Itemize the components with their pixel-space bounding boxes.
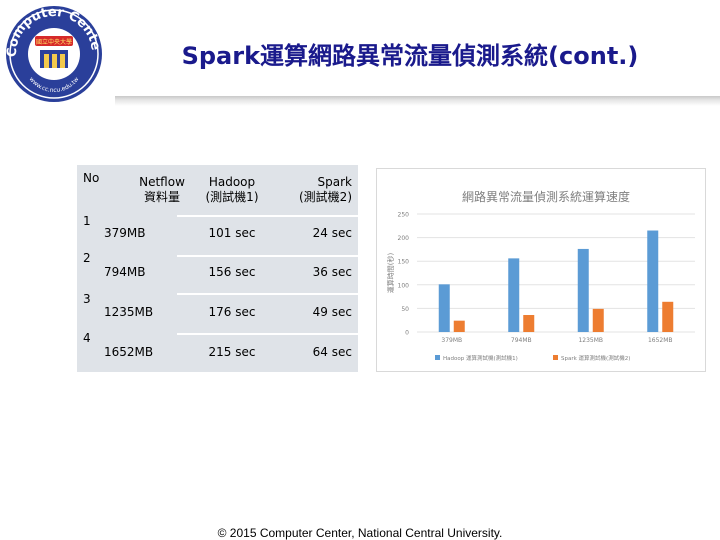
chart-bar-hadoop [647,230,659,332]
chart-bar-spark [662,301,674,332]
chart-bar-hadoop [577,248,589,332]
chart-bar-hadoop [438,284,450,332]
header-hadoop-line2: (測試機1) [205,190,259,204]
header-netflow-line1: Netflow [139,175,185,189]
chart-y-axis-label: 運算時間(秒) [386,253,395,294]
chart-y-tick-label: 150 [398,259,410,266]
row-size: 794MB [104,265,146,279]
chart-bar-hadoop [508,258,520,332]
chart-y-tick-label: 100 [398,282,410,289]
row-spark-time: 49 sec [312,305,352,319]
chart-legend-swatch [435,355,440,360]
header-spark: Spark (測試機2) [282,175,352,205]
chart-y-tick-label: 250 [398,212,410,219]
chart-x-tick-label: 794MB [511,337,532,344]
row-spark-time: 24 sec [312,226,352,240]
title-divider [115,96,720,106]
chart-y-tick-label: 0 [405,330,409,337]
chart-title: 網路異常流量偵測系統運算速度 [462,189,630,204]
row-separator [177,255,358,257]
row-spark-time: 36 sec [312,265,352,279]
chart-legend-label: Hadoop 運算測試機(測試機1) [443,354,518,362]
chart-bar-spark [523,315,535,332]
chart-x-tick-label: 1652MB [648,337,673,344]
row-separator [177,333,358,335]
row-number: 2 [83,251,91,265]
header-netflow-line2: 資料量 [143,190,180,204]
row-hadoop-time: 156 sec [208,265,256,279]
slide-title: Spark運算網路異常流量偵測系統(cont.) [181,42,639,70]
computer-center-logo: Computer Center www.cc.ncu.edu.tw 國立中央大學 [0,0,106,102]
row-size: 1652MB [104,345,154,359]
header-hadoop-line1: Hadoop [208,175,256,189]
chart-y-tick-label: 50 [401,306,409,313]
row-hadoop-time: 215 sec [208,345,256,359]
chart-bar-spark [453,320,465,332]
row-size: 379MB [104,226,146,240]
row-number: 1 [83,214,91,228]
row-hadoop-time: 176 sec [208,305,256,319]
header-spark-line2: (測試機2) [299,190,352,204]
header-netflow: Netflow 資料量 [107,175,217,205]
logo-badge-text: 國立中央大學 [36,38,72,46]
chart-bar-spark [592,308,604,332]
chart-legend-swatch [553,355,558,360]
header-hadoop: Hadoop (測試機1) [187,175,277,205]
row-size: 1235MB [104,305,154,319]
chart-x-tick-label: 1235MB [578,337,603,344]
row-number: 4 [83,331,91,345]
header-no: No [83,171,100,185]
benchmark-table: No Netflow 資料量 Hadoop (測試機1) Spark (測試機2… [77,165,358,372]
row-separator [177,293,358,295]
performance-chart: 網路異常流量偵測系統運算速度運算時間(秒) 0 50 100 150 200 250 379M… [376,168,706,372]
header-spark-line1: Spark [317,175,352,189]
chart-x-tick-label: 379MB [441,337,462,344]
row-number: 3 [83,292,91,306]
chart-legend-label: Spark 運算測試機(測試機2) [561,354,630,362]
footer-copyright: © 2015 Computer Center, National Central… [217,526,503,540]
chart-y-tick-label: 200 [398,235,410,242]
row-spark-time: 64 sec [312,345,352,359]
row-hadoop-time: 101 sec [208,226,256,240]
row-separator [177,215,358,217]
